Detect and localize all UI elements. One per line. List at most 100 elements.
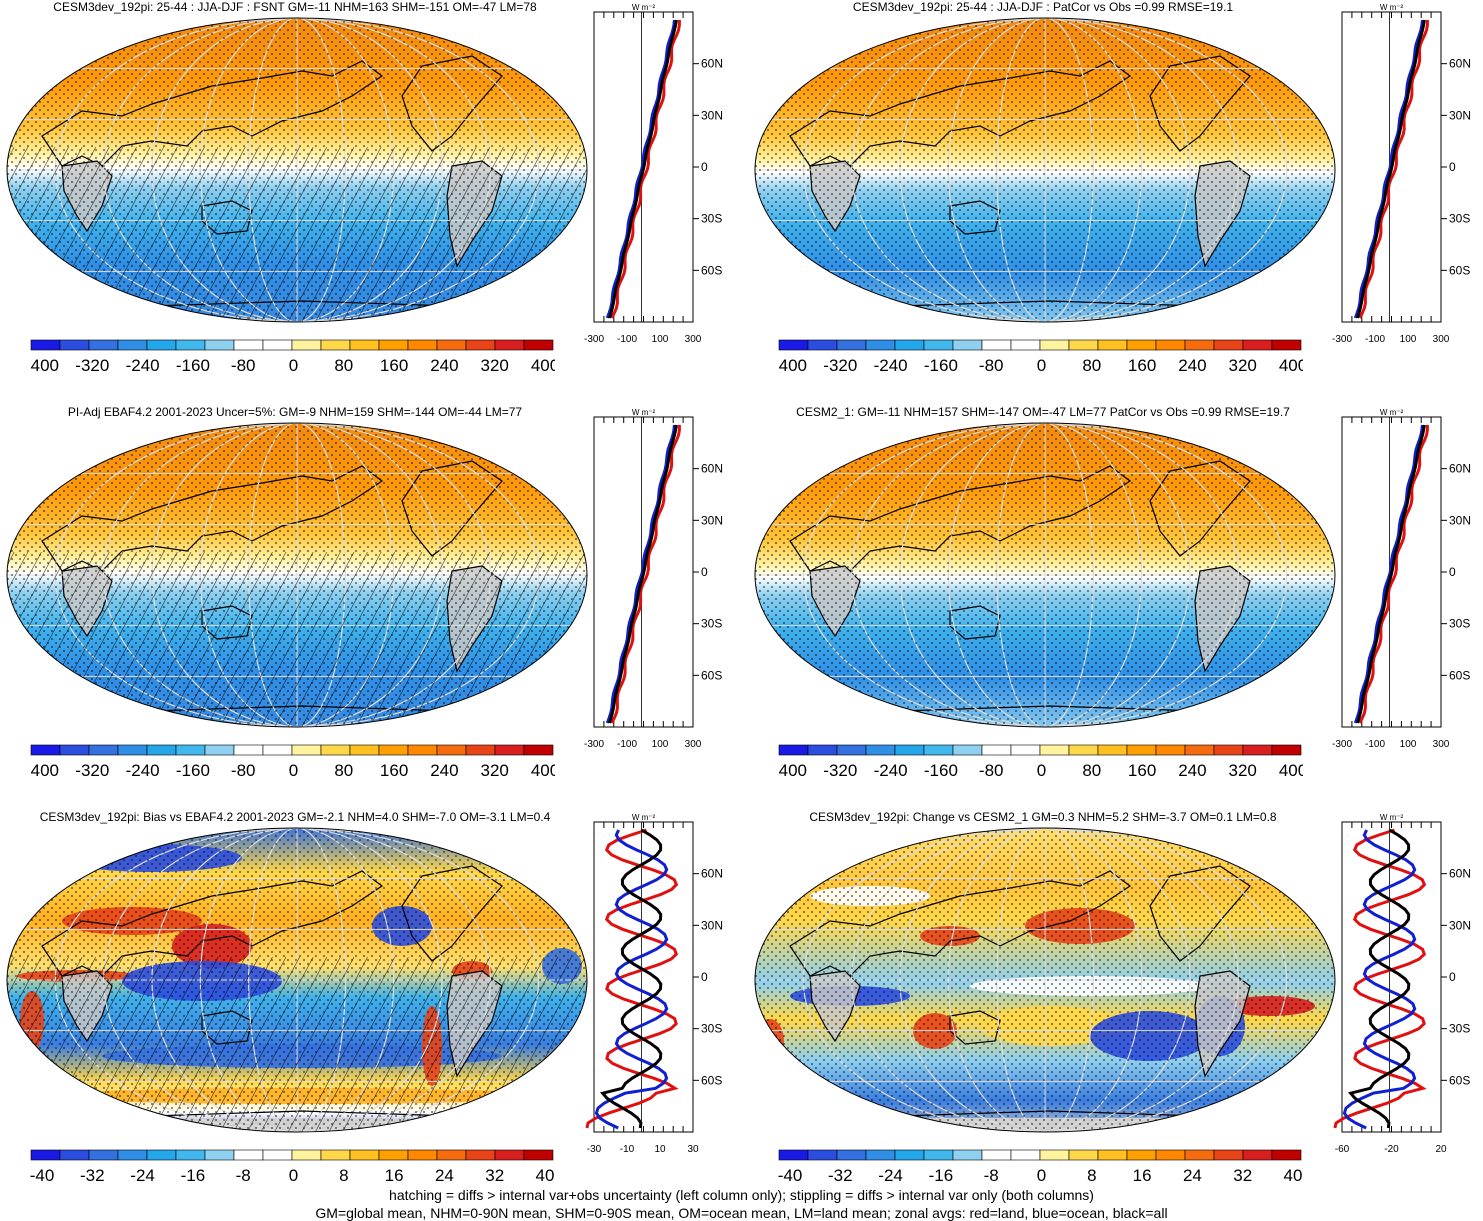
zonal-x-label: 30: [687, 1144, 699, 1155]
colorbar-box: [1097, 1149, 1128, 1161]
map-canvas: [6, 17, 588, 323]
lat-label: 60S: [1449, 263, 1470, 277]
colorbar-box: [291, 1149, 322, 1161]
colorbar-label: 240: [430, 356, 458, 375]
colorbar-label: 0: [289, 761, 298, 780]
colorbar-label: -80: [979, 356, 1004, 375]
zonal-x-label: 300: [1433, 739, 1450, 750]
colorbar-box: [1039, 339, 1070, 351]
zonal-x-label: -60: [1335, 1144, 1350, 1155]
zonal-units: W m⁻²: [1380, 813, 1404, 822]
colorbar-box: [1039, 744, 1070, 756]
colorbar-box: [465, 1149, 496, 1161]
colorbar-box: [807, 1149, 838, 1161]
lat-label: 30N: [1449, 108, 1471, 122]
colorbar-box: [349, 744, 380, 756]
stippling-overlay: [755, 423, 1335, 727]
map-panel-5: CESM3dev_192pi: Bias vs EBAF4.2 2001-202…: [0, 810, 740, 1210]
colorbar-box: [894, 1149, 925, 1161]
lat-label: 30S: [1449, 212, 1470, 226]
colorbar-label: -8: [236, 1166, 251, 1185]
colorbar-box: [952, 1149, 983, 1161]
colorbar-label: -32: [80, 1166, 105, 1185]
zonal-units: W m⁻²: [632, 408, 656, 417]
zonal-curve: [1342, 829, 1417, 1130]
stippling-overlay: [755, 828, 1335, 1132]
panel-title: CESM3dev_192pi: Change vs CESM2_1 GM=0.3…: [809, 810, 1277, 824]
hatching-overlay: [7, 552, 587, 727]
colorbar-box: [1271, 744, 1302, 756]
colorbar-box: [923, 744, 954, 756]
zonal-x-label: -300: [1332, 334, 1352, 345]
colorbar-label: 16: [1133, 1166, 1152, 1185]
zonal-x-label: -300: [1332, 739, 1352, 750]
footer-line-2: GM=global mean, NHM=0-90N mean, SHM=0-90…: [315, 1205, 1168, 1221]
colorbar-label: 32: [485, 1166, 504, 1185]
colorbar-label: 400: [531, 761, 555, 780]
colorbar-label: -400: [778, 761, 807, 780]
colorbar-box: [1010, 744, 1041, 756]
zonal-mean-plot: W m⁻² 60N 30N 0 30S 60S -30 -10 10 30: [585, 813, 723, 1155]
colorbar-box: [836, 1149, 867, 1161]
lat-label: 60S: [1449, 1073, 1470, 1087]
lat-label: 60S: [1449, 668, 1470, 682]
colorbar-box: [1039, 1149, 1070, 1161]
colorbar-label: -320: [75, 761, 109, 780]
colorbar-box: [436, 339, 467, 351]
zonal-mean-plot: W m⁻² 60N 30N 0 30S 60S -300 -100 100 300: [1332, 3, 1471, 345]
colorbar-label: -160: [924, 761, 958, 780]
colorbar-box: [1271, 1149, 1302, 1161]
lat-label: 30N: [1449, 918, 1471, 932]
map-canvas: [754, 422, 1336, 728]
colorbar-box: [1242, 1149, 1273, 1161]
colorbar-box: [778, 1149, 809, 1161]
colorbar-box: [349, 1149, 380, 1161]
colorbar-box: [59, 1149, 90, 1161]
colorbar-box: [494, 1149, 525, 1161]
zonal-curve: [1358, 425, 1429, 724]
footer-line-1: hatching = diffs > internal var+obs unce…: [389, 1187, 1094, 1203]
colorbar-label: -80: [979, 761, 1004, 780]
map-panel-1: CESM3dev_192pi: 25-44 : JJA-DJF : FSNT G…: [0, 0, 740, 400]
colorbar-label: 40: [1284, 1166, 1303, 1185]
zonal-units: W m⁻²: [632, 3, 656, 12]
colorbar-box: [1068, 1149, 1099, 1161]
colorbar-label: 24: [435, 1166, 454, 1185]
colorbar-label: -24: [878, 1166, 903, 1185]
colorbar-label: 240: [430, 761, 458, 780]
colorbar: -400 -320 -240 -160 -80 0 80 160 240 320 400: [30, 744, 555, 780]
colorbar-box: [778, 339, 809, 351]
colorbar-box: [175, 339, 206, 351]
colorbar-label: 400: [1279, 356, 1303, 375]
colorbar-box: [865, 1149, 896, 1161]
colorbar-box: [1213, 744, 1244, 756]
colorbar-box: [117, 339, 148, 351]
colorbar-box: [1097, 744, 1128, 756]
panel-title: CESM3dev_192pi: 25-44 : JJA-DJF : PatCor…: [852, 0, 1234, 14]
colorbar-label: 80: [334, 356, 353, 375]
colorbar-box: [1271, 339, 1302, 351]
zonal-units: W m⁻²: [1380, 3, 1404, 12]
colorbar-label: 80: [1082, 356, 1101, 375]
colorbar-box: [175, 1149, 206, 1161]
map-canvas: [6, 827, 588, 1133]
colorbar-box: [1126, 1149, 1157, 1161]
colorbar-box: [117, 744, 148, 756]
colorbar-box: [1213, 339, 1244, 351]
colorbar-box: [1010, 339, 1041, 351]
lat-label: 60N: [1449, 462, 1471, 476]
colorbar-label: -320: [75, 356, 109, 375]
zonal-mean-plot: W m⁻² 60N 30N 0 30S 60S -60 -20 20: [1333, 813, 1471, 1155]
zonal-x-label: 100: [652, 334, 669, 345]
stippling-overlay: [755, 18, 1335, 322]
colorbar-box: [378, 339, 409, 351]
lat-label: 0: [701, 565, 708, 579]
map-border: [6, 827, 588, 1133]
colorbar-label: 0: [289, 1166, 298, 1185]
colorbar-box: [981, 339, 1012, 351]
colorbar-box: [146, 744, 177, 756]
colorbar-box: [88, 1149, 119, 1161]
colorbar-box: [1068, 339, 1099, 351]
zonal-curve: [1353, 19, 1424, 319]
colorbar-box: [981, 744, 1012, 756]
